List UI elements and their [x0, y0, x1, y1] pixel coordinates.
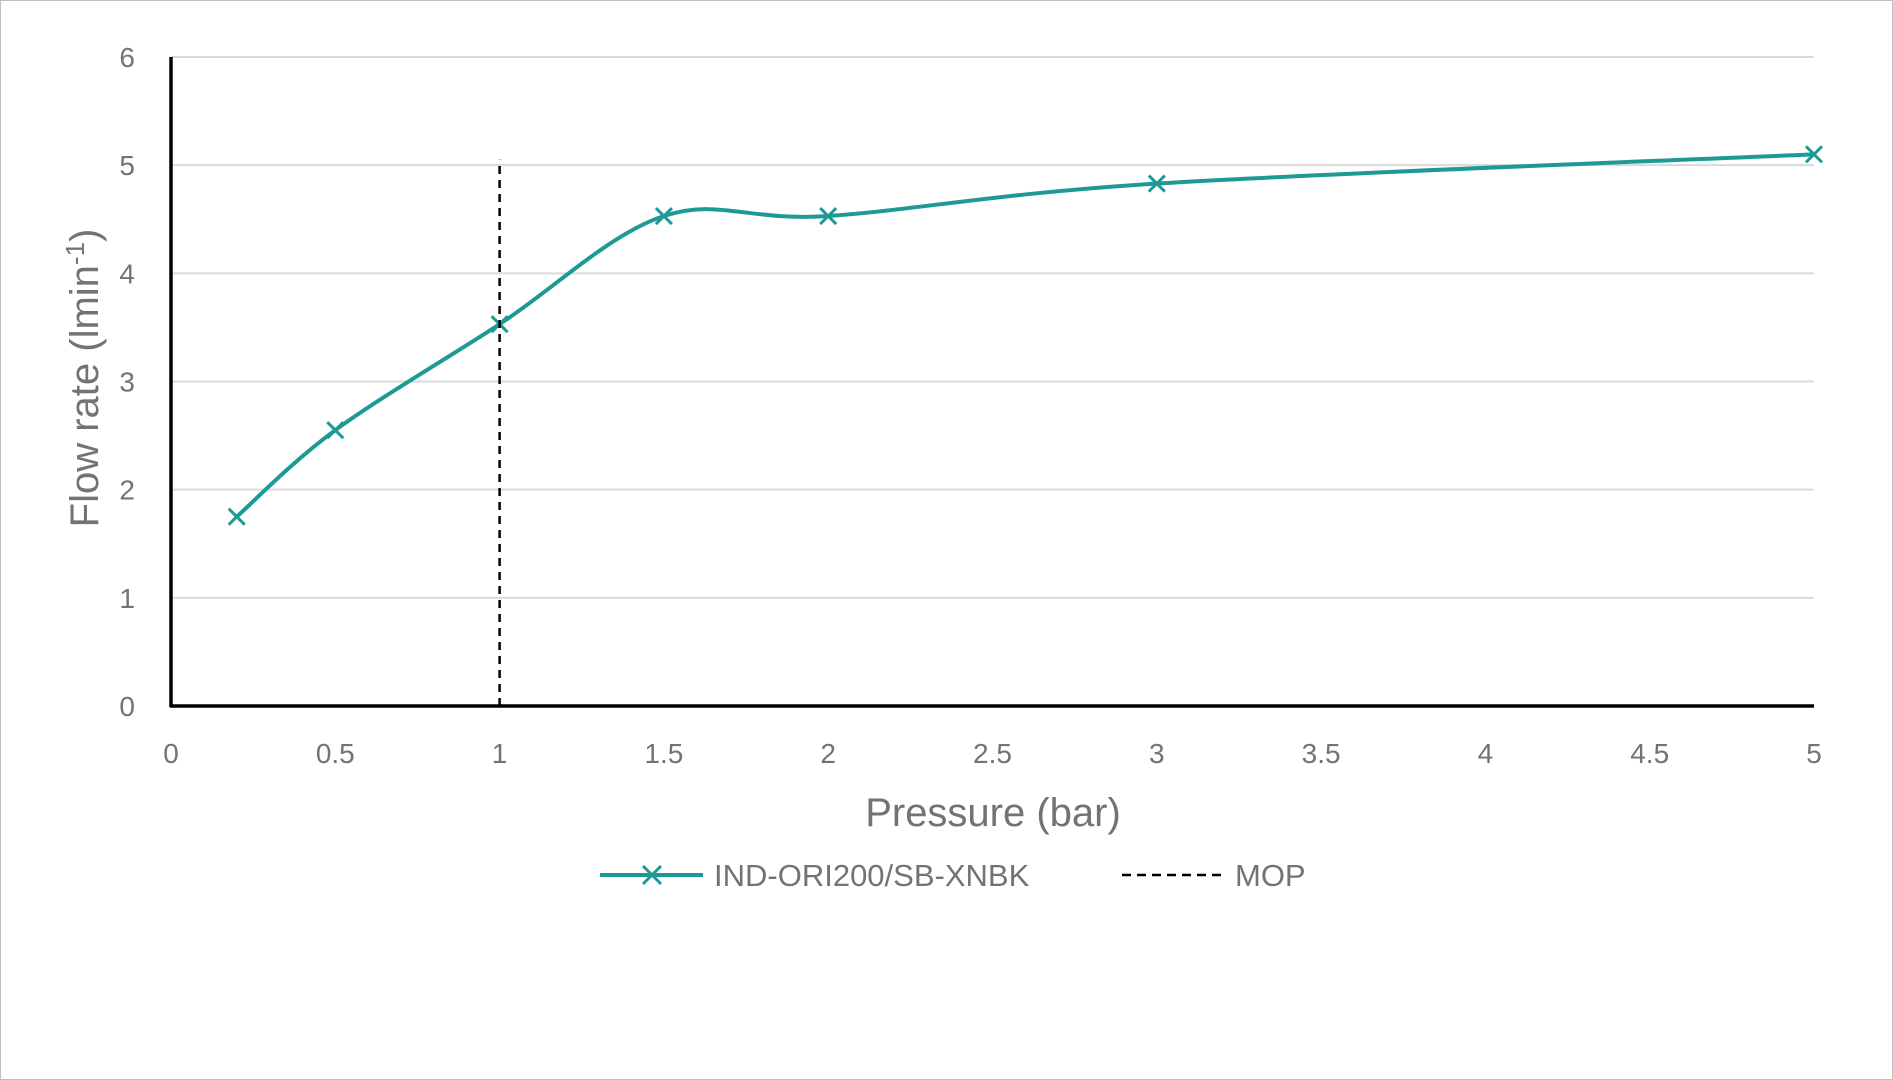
- x-axis-title: Pressure (bar): [865, 791, 1121, 835]
- data-point-marker: [654, 206, 673, 226]
- y-tick-label: 5: [119, 150, 135, 181]
- data-point-marker: [819, 206, 838, 226]
- x-tick-label: 5: [1806, 738, 1822, 769]
- y-tick-label: 4: [119, 258, 135, 289]
- x-tick-label: 1.5: [644, 738, 683, 769]
- data-point-marker: [1804, 145, 1824, 164]
- x-tick-label: 0: [163, 738, 179, 769]
- legend-main-series-marker: [641, 864, 663, 886]
- x-tick-label: 4.5: [1630, 738, 1669, 769]
- y-axis-title: Flow rate (lmin-1): [60, 229, 107, 528]
- y-tick-label: 3: [119, 367, 135, 398]
- data-point-marker: [227, 507, 246, 526]
- x-tick-label: 2: [820, 738, 836, 769]
- y-axis-title-main: Flow rate (lmin: [63, 265, 107, 527]
- y-tick-label: 0: [119, 691, 135, 722]
- legend-entry-mop: MOP: [1122, 858, 1306, 893]
- y-tick-label: 6: [119, 42, 135, 73]
- legend: IND-ORI200/SB-XNBK MOP: [600, 858, 1306, 893]
- legend-mop-label: MOP: [1235, 858, 1306, 893]
- x-tick-label: 3.5: [1302, 738, 1341, 769]
- y-tick-label: 1: [119, 583, 135, 614]
- legend-entry-main-series: IND-ORI200/SB-XNBK: [600, 858, 1030, 893]
- gridlines: [171, 56, 1814, 599]
- axes: [169, 57, 1814, 708]
- tick-labels: 0 1 2 3 4 5 6 0 0.5 1 1.5 2 2.5 3 3.5 4 4.5 5: [119, 42, 1821, 769]
- x-tick-label: 1: [492, 738, 508, 769]
- series-line-main: [235, 152, 1815, 519]
- x-tick-label: 2.5: [973, 738, 1012, 769]
- legend-main-series-label: IND-ORI200/SB-XNBK: [714, 858, 1030, 893]
- x-tick-label: 0.5: [316, 738, 355, 769]
- data-point-marker: [1147, 174, 1166, 193]
- series-layer: [227, 145, 1824, 706]
- x-tick-label: 3: [1149, 738, 1165, 769]
- y-axis-title-superscript: -1: [60, 242, 90, 265]
- y-tick-label: 2: [119, 475, 135, 506]
- y-axis-title-end: ): [63, 229, 107, 242]
- data-point-marker: [326, 421, 345, 440]
- x-tick-label: 4: [1478, 738, 1494, 769]
